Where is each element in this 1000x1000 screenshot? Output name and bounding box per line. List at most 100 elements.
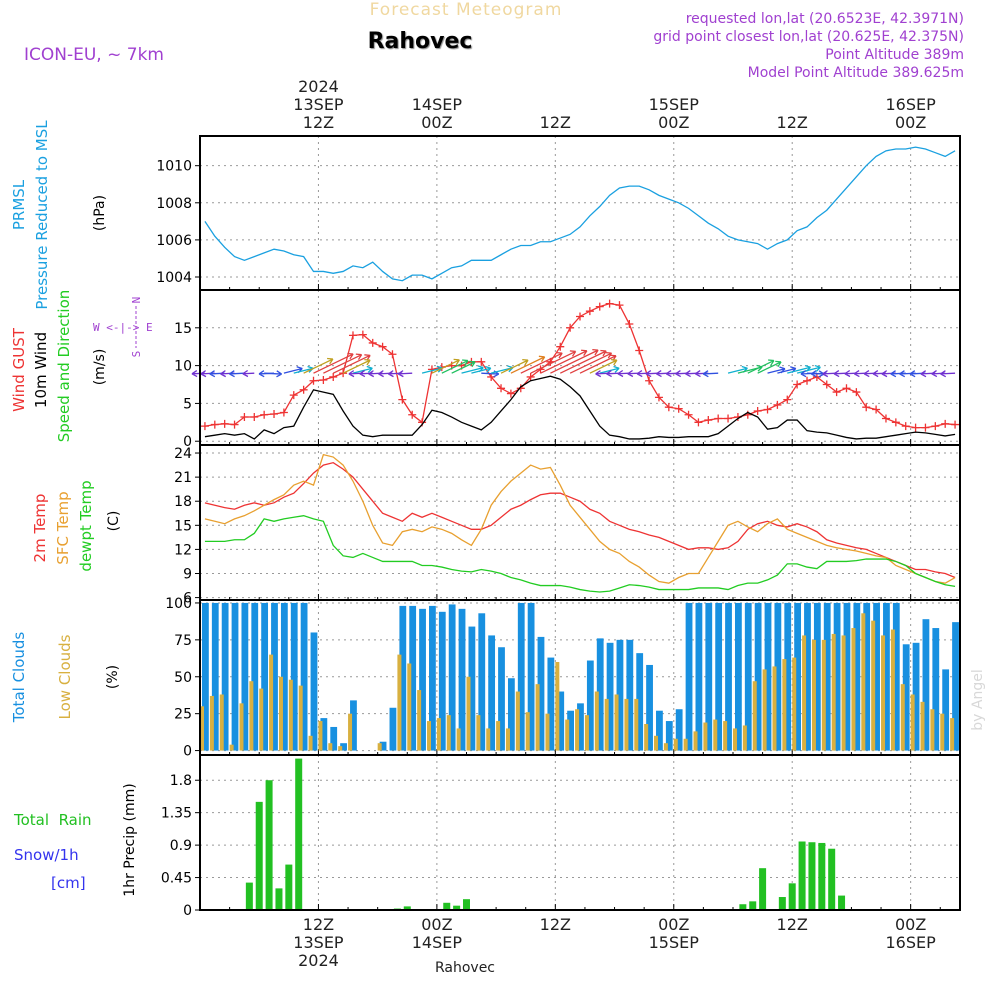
rain-bar: [808, 842, 816, 910]
total-cloud-bar: [596, 638, 604, 751]
total-cloud-bar: [271, 602, 278, 751]
gust-point: [497, 384, 506, 393]
low-cloud-bar: [328, 743, 333, 751]
temp-sfc-label: SFC Temp: [54, 491, 72, 564]
location-title: Rahovec: [368, 29, 473, 54]
wind-arrow: [940, 370, 956, 378]
bottom-time-label: 13SEP: [293, 933, 344, 952]
low-cloud-bar: [871, 620, 876, 751]
total-cloud-bar: [448, 604, 456, 751]
total-cloud-bar: [952, 622, 959, 751]
dewpoint-series: [204, 515, 956, 593]
gust-point: [250, 413, 259, 422]
gust-point: [842, 384, 851, 393]
wind-arrow: [747, 359, 775, 374]
low-cloud-bar: [446, 715, 451, 751]
low-cloud-bar: [792, 657, 797, 751]
bottom-time-label: 14SEP: [412, 933, 463, 952]
low-cloud-bar: [456, 728, 461, 751]
gust-point: [951, 420, 960, 429]
total-cloud-bar: [320, 718, 328, 751]
rain-bar: [838, 895, 846, 910]
low-cloud-bar: [545, 713, 550, 751]
top-time-label: 16SEP: [886, 95, 937, 114]
rain-bar: [255, 801, 263, 910]
total-cloud-bar: [616, 639, 624, 751]
low-cloud-bar: [486, 728, 491, 751]
low-cloud-bar: [249, 681, 254, 751]
bottom-time-label: 12Z: [540, 915, 571, 934]
grid-coords: grid point closest lon,lat (20.625E, 42.…: [653, 29, 964, 45]
total-cloud-bar: [419, 608, 426, 751]
y-tick-label: 12: [174, 542, 192, 558]
gust-point: [526, 372, 535, 381]
y-tick-label: 0: [183, 744, 192, 760]
precip-unit: 1hr Precip (mm): [122, 783, 138, 896]
gust-point: [763, 405, 772, 414]
total-cloud-bar: [498, 647, 505, 751]
wind-series: [204, 375, 956, 440]
wind-arrow: [397, 370, 413, 378]
y-tick-label: 1006: [156, 233, 192, 249]
temp-2m-series: [204, 461, 956, 579]
gust-point: [210, 420, 219, 429]
low-cloud-bar: [723, 721, 728, 751]
wind-arrow: [342, 358, 371, 374]
low-cloud-bar: [200, 706, 204, 751]
gust-point: [348, 331, 357, 340]
y-tick-label: 10: [174, 359, 192, 375]
low-cloud-bar: [624, 698, 629, 751]
rain-bar: [295, 758, 303, 910]
low-cloud-bar: [584, 715, 589, 751]
total-cloud-bar: [646, 664, 653, 751]
gust-point: [714, 414, 723, 423]
gust-point: [704, 416, 713, 425]
pressure-unit: (hPa): [92, 195, 108, 231]
total-cloud-bar: [458, 608, 466, 751]
y-tick-label: 1004: [156, 270, 192, 286]
wind-arrow: [540, 349, 588, 374]
gust-point: [664, 403, 673, 412]
model-label: ICON-EU, ~ 7km: [24, 45, 164, 65]
total-cloud-bar: [843, 602, 851, 751]
gust-point: [299, 385, 308, 394]
gust-point: [566, 323, 575, 332]
low-cloud-bar: [742, 725, 747, 751]
top-time-label: 12Z: [777, 113, 808, 132]
top-time-label: 14SEP: [412, 95, 463, 114]
low-cloud-bar: [634, 698, 639, 751]
total-cloud-bar: [429, 605, 436, 751]
gust-point: [398, 395, 407, 404]
temp-2m-label: 2m Temp: [31, 494, 49, 563]
gust-point: [625, 320, 634, 329]
compass-rose: N W <-|-> E S: [93, 297, 153, 358]
total-cloud-bar: [794, 602, 802, 751]
y-tick-label: 25: [174, 707, 192, 723]
y-tick-label: 15: [174, 321, 192, 337]
low-cloud-bar: [851, 628, 856, 751]
low-cloud-bar: [535, 684, 540, 751]
gust-point: [516, 384, 525, 393]
top-time-label: 12Z: [303, 113, 334, 132]
total-cloud-bar: [744, 602, 752, 751]
low-cloud-bar: [575, 709, 580, 751]
low-cloud-bar: [565, 719, 570, 751]
total-cloud-bar: [823, 602, 831, 751]
total-cloud-bar: [902, 644, 910, 751]
rain-bar: [828, 848, 836, 910]
pressure-label-2: Pressure Reduced to MSL: [33, 120, 51, 310]
low-cloud-bar: [505, 728, 510, 751]
low-cloud-bar: [900, 684, 905, 751]
low-cloud-bar: [604, 698, 609, 751]
low-cloud-bar: [663, 743, 668, 751]
low-cloud-bar: [940, 713, 945, 751]
total-cloud-bar: [221, 602, 229, 751]
low-cloud-bar: [703, 722, 708, 751]
top-time-label: 00Z: [895, 113, 926, 132]
total-cloud-bar: [211, 602, 219, 751]
total-cloud-bar: [488, 635, 496, 751]
total-cloud-bar: [695, 602, 703, 751]
low-cloud-bar: [890, 629, 895, 751]
wind-10m-label: 10m Wind: [32, 332, 50, 408]
